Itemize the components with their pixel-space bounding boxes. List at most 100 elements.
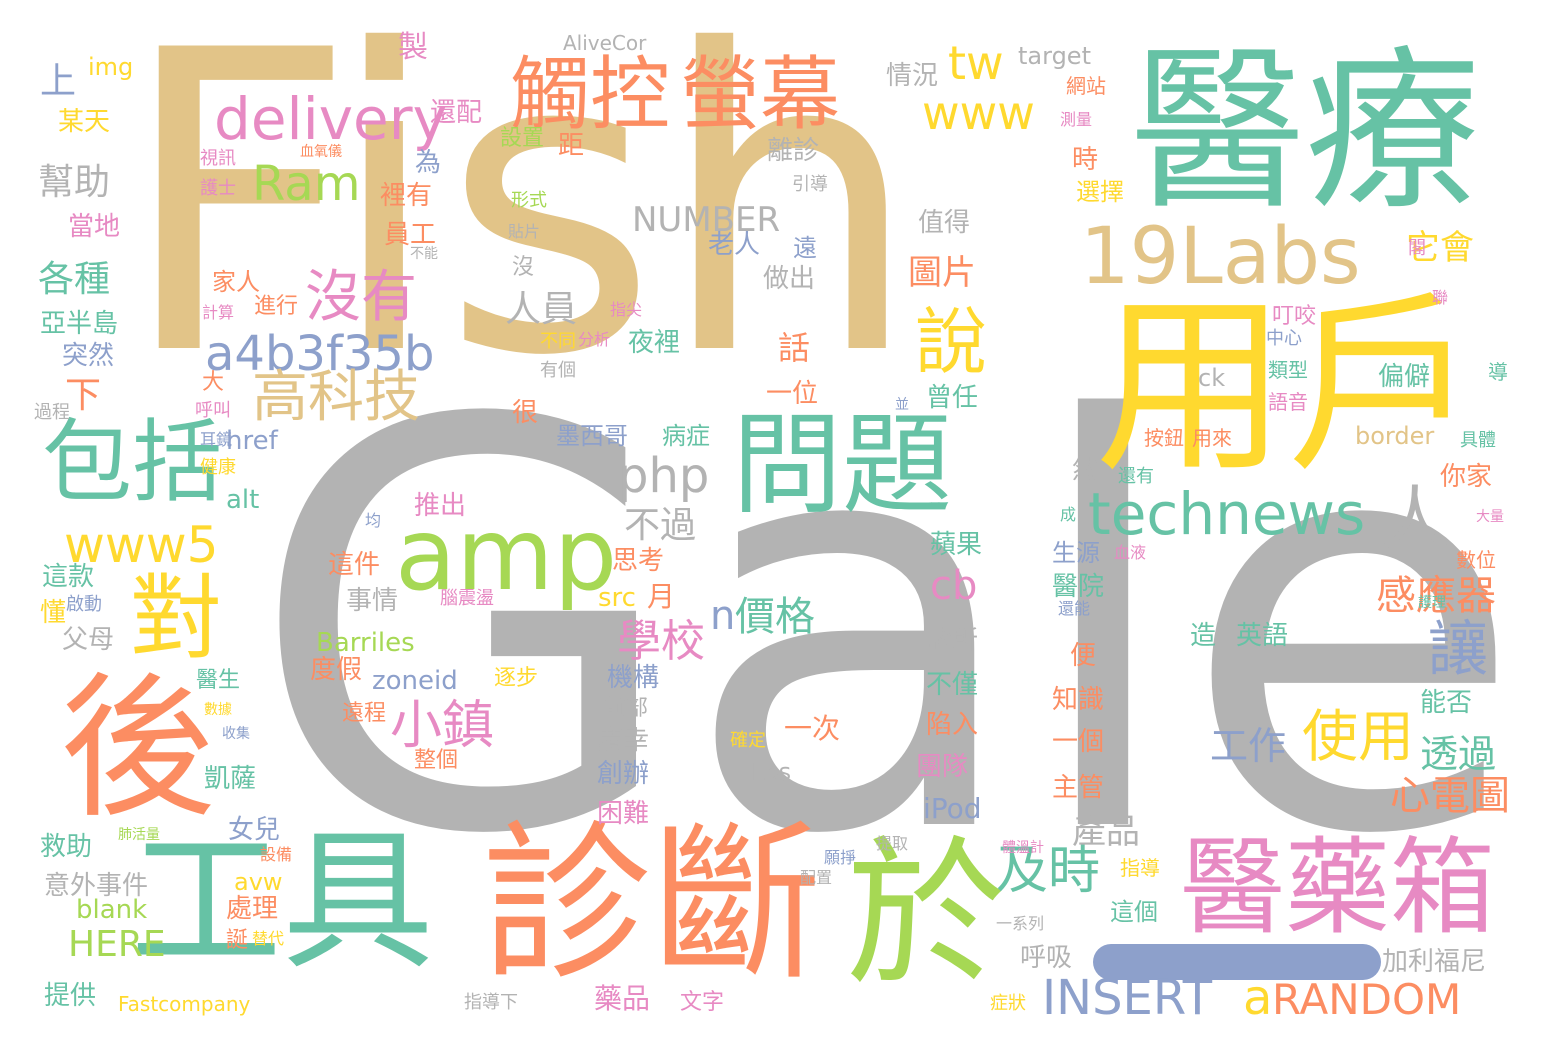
word-willing: 願掙 bbox=[824, 848, 857, 867]
word-team: 團隊 bbox=[916, 752, 969, 782]
word-through: 透過 bbox=[1420, 732, 1497, 776]
word-then-2: 便 bbox=[1070, 641, 1097, 671]
word-rescue: 救助 bbox=[40, 832, 93, 862]
word-peninsula: 亞半島 bbox=[40, 309, 119, 339]
word-voice: 語音 bbox=[1268, 390, 1308, 414]
word-screen: 螢幕 bbox=[680, 48, 840, 141]
word-work: 工作 bbox=[1210, 724, 1287, 768]
word-picture: 圖片 bbox=[908, 253, 976, 293]
word-after: 後 bbox=[60, 658, 215, 839]
word-source: 生源 bbox=[1052, 539, 1100, 567]
word-front: 前部 bbox=[604, 696, 649, 721]
word-worth: 值得 bbox=[918, 208, 971, 238]
word-however: 不過 bbox=[624, 505, 697, 546]
word-thermometer: 體溫計 bbox=[1002, 840, 1044, 856]
word-guidance: 指導 bbox=[1120, 856, 1160, 880]
word-data: 數據 bbox=[204, 702, 232, 718]
word-type: 類型 bbox=[1268, 358, 1308, 382]
word-make: 製 bbox=[398, 30, 428, 65]
word-here: HERE bbox=[68, 924, 166, 965]
word-no: 沒 bbox=[512, 255, 535, 280]
word-also-have: 還有 bbox=[1118, 466, 1154, 487]
word-understand: 懂 bbox=[40, 598, 67, 628]
word-hospital: 醫院 bbox=[1052, 572, 1105, 602]
word-fingertip: 指尖 bbox=[610, 300, 643, 319]
word-touch: 觸控 bbox=[510, 48, 670, 141]
word-situation: 情況 bbox=[886, 61, 939, 91]
word-birth: 誕 bbox=[226, 928, 249, 953]
word-medicine: 藥品 bbox=[594, 982, 651, 1015]
blue-bar-shape bbox=[1093, 944, 1381, 980]
word-include: 包括 bbox=[42, 410, 222, 515]
word-los: Los bbox=[751, 758, 792, 786]
word-difficulty: 困難 bbox=[597, 799, 650, 829]
word-replace: 替代 bbox=[252, 929, 285, 948]
word-accident: 意外事件 bbox=[44, 871, 149, 901]
word-config: 配置 bbox=[800, 868, 833, 887]
word-analysis: 分析 bbox=[578, 330, 611, 349]
word-specific: 具體 bbox=[1460, 430, 1496, 451]
word-www5: www5 bbox=[64, 516, 219, 574]
word-this-model: 這款 bbox=[42, 562, 95, 592]
word-a4b3f35b: a4b3f35b bbox=[205, 326, 435, 382]
word-ck: ck bbox=[1198, 364, 1226, 392]
word-up: 上 bbox=[40, 61, 77, 102]
word-various: 各種 bbox=[38, 259, 111, 300]
word-local: 當地 bbox=[68, 212, 121, 242]
word-far: 遠 bbox=[793, 234, 817, 262]
word-care: 護理 bbox=[1418, 595, 1446, 611]
word-blood: 血液 bbox=[1114, 543, 1147, 562]
word-calculate: 計算 bbox=[202, 303, 235, 322]
word-one: 一個 bbox=[1052, 727, 1105, 757]
word-medical: 醫療 bbox=[1130, 31, 1480, 234]
word-use: 使用 bbox=[1302, 705, 1414, 770]
word-avw: avw bbox=[234, 868, 283, 896]
word-border: border bbox=[1355, 422, 1435, 450]
word-step-by-step: 逐步 bbox=[494, 666, 539, 691]
word-different: 不同 bbox=[540, 331, 576, 352]
word-things: 事情 bbox=[346, 586, 399, 616]
word-doctor: 醫生 bbox=[196, 668, 241, 693]
word-knowledge: 知識 bbox=[1052, 685, 1105, 715]
word-elderly: 老人 bbox=[708, 230, 761, 260]
word-california: 加利福尼 bbox=[1382, 947, 1487, 977]
word-once: 一次 bbox=[784, 712, 841, 745]
word-price: 價格 bbox=[735, 594, 815, 640]
word-employee: 員工 bbox=[384, 220, 437, 250]
word-insert: INSERT bbox=[1042, 970, 1213, 1026]
word-fortunate: 慶幸 bbox=[597, 726, 650, 756]
word-disease: 病症 bbox=[662, 422, 710, 450]
word-fish: Fish bbox=[118, 0, 922, 446]
word-technews: technews bbox=[1088, 480, 1366, 548]
word-say: 說 bbox=[915, 300, 988, 384]
word-even: 均 bbox=[365, 511, 382, 530]
word-cb: cb bbox=[930, 563, 978, 609]
word-digital: 數位 bbox=[1456, 548, 1496, 572]
word-confirm: 確定 bbox=[730, 730, 766, 751]
word-hightech: 高科技 bbox=[252, 365, 420, 430]
word-also-with: 還配 bbox=[430, 98, 483, 128]
word-a-series: 一系列 bbox=[996, 914, 1045, 933]
word-amp: amp bbox=[395, 496, 618, 613]
word-supervisor: 主管 bbox=[1052, 773, 1105, 803]
word-tw: tw bbox=[948, 36, 1004, 90]
word-concussion: 腦震盪 bbox=[440, 588, 494, 609]
word-your-home: 你家 bbox=[1440, 462, 1493, 492]
word-vacation: 度假 bbox=[310, 655, 363, 685]
word-src: src bbox=[598, 583, 636, 613]
word-under-guidance: 指導下 bbox=[464, 992, 518, 1013]
word-guide: 引導 bbox=[792, 174, 828, 195]
word-very: 很 bbox=[512, 398, 539, 428]
word-button: 按鈕 bbox=[1144, 426, 1184, 450]
word-night: 夜裡 bbox=[628, 328, 681, 358]
word-barriles: Barriles bbox=[316, 628, 415, 658]
word-to: 對 bbox=[130, 565, 223, 672]
word-for: 為 bbox=[415, 148, 442, 178]
word-link: 聯 bbox=[1432, 288, 1449, 307]
word-img: img bbox=[88, 53, 134, 81]
word-massive: 大量 bbox=[1476, 509, 1504, 525]
word-handle: 處理 bbox=[226, 894, 279, 924]
word-collect: 收集 bbox=[222, 726, 250, 742]
word-institution: 機構 bbox=[607, 663, 660, 693]
